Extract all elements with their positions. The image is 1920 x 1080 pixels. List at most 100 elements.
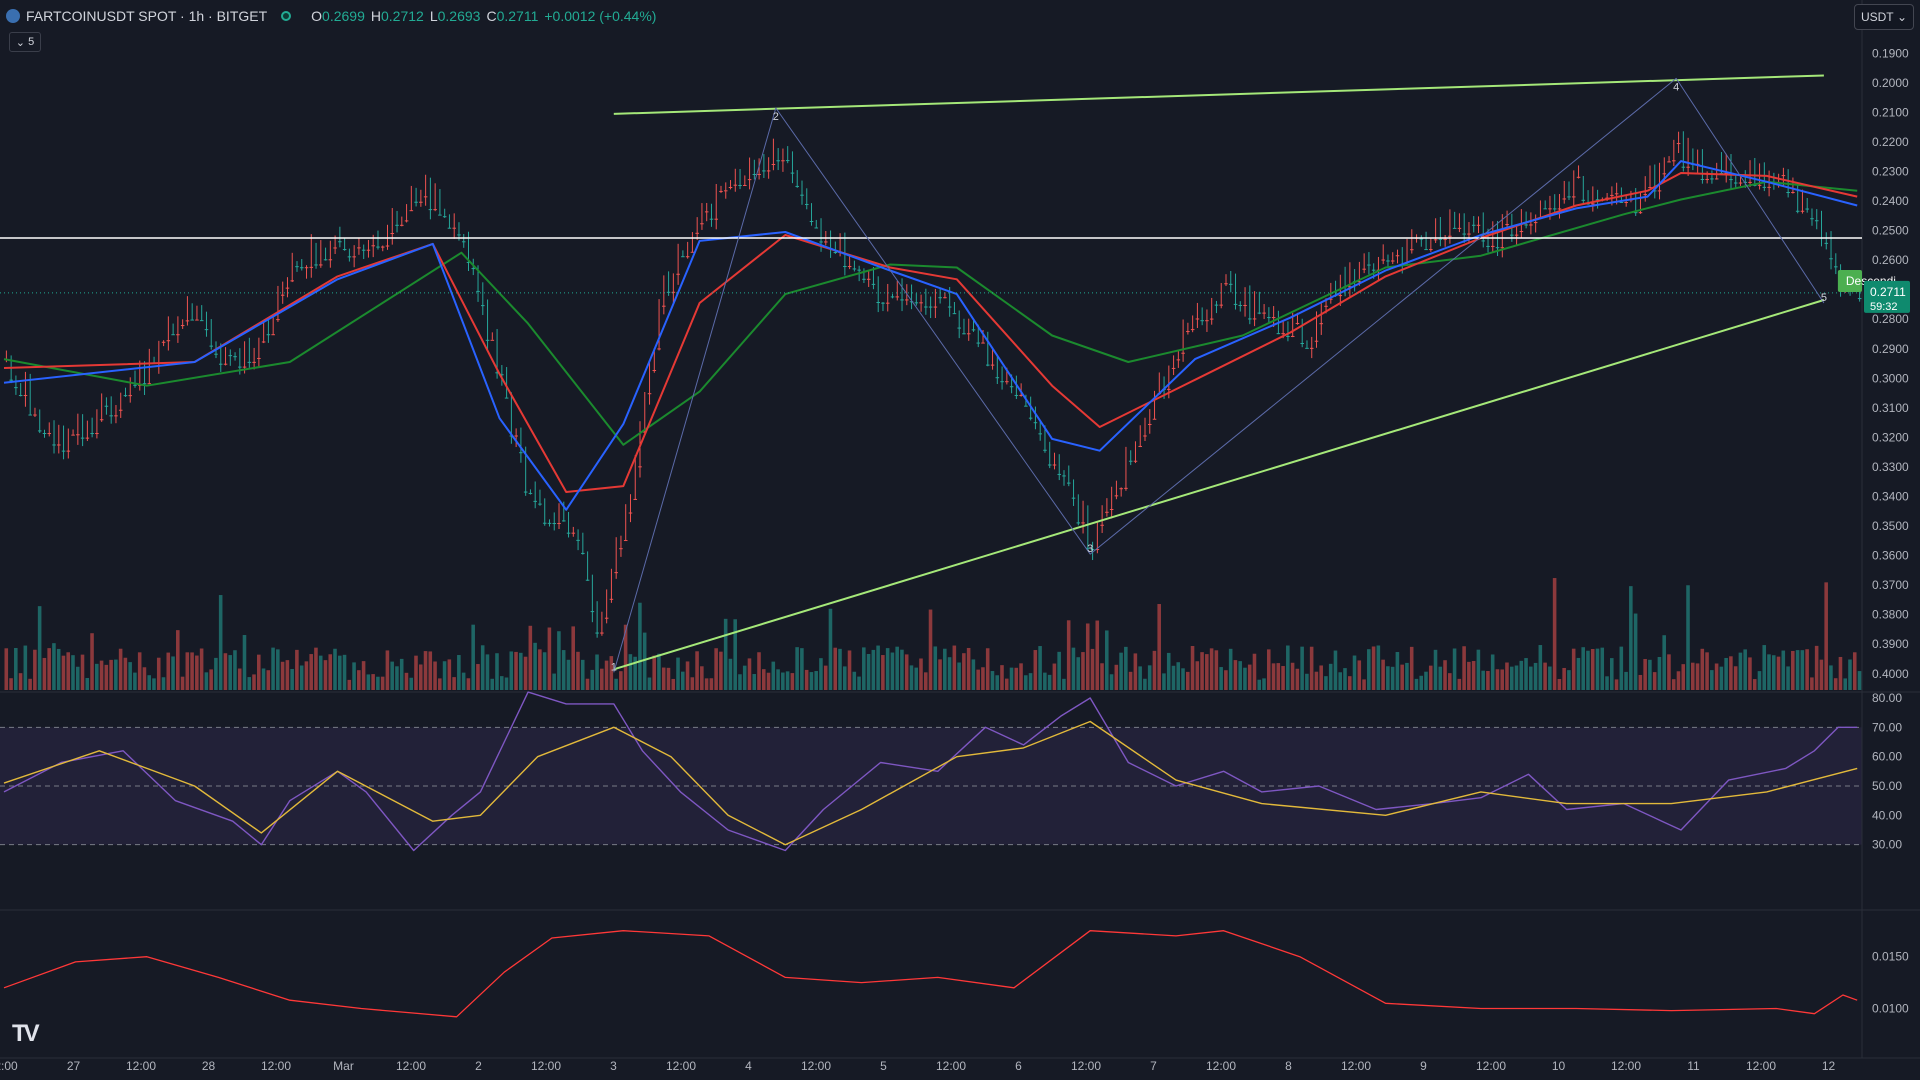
volume-bar [90, 633, 94, 690]
volume-bar [1791, 650, 1795, 690]
volume-bar [1614, 679, 1619, 690]
volume-bar [1100, 663, 1104, 690]
volume-bar [1486, 670, 1490, 690]
volume-bar [504, 677, 509, 690]
candle-body [47, 433, 52, 435]
volume-bar [885, 648, 890, 690]
volume-bar [1767, 654, 1771, 690]
volume-bar [47, 648, 51, 690]
pivot-label: 2 [773, 111, 779, 123]
volume-bar [285, 660, 290, 690]
candle-body [1710, 178, 1714, 180]
volume-bar [1524, 658, 1528, 690]
volume-bar [204, 672, 209, 690]
candle-body [1667, 161, 1671, 163]
currency-select[interactable]: USDT ⌄ [1853, 4, 1914, 30]
tradingview-logo-icon[interactable]: TV [12, 1020, 40, 1047]
price-tick: 0.4000 [1872, 667, 1909, 681]
collapse-indicators-button[interactable]: ⌄ 5 [9, 32, 41, 52]
volume-bar [1309, 646, 1314, 690]
volume-bar [37, 606, 42, 690]
symbol-label[interactable]: FARTCOINUSDT SPOT · 1h · BITGET [26, 8, 268, 24]
volume-bar [1328, 663, 1333, 690]
volume-bar [1462, 646, 1466, 690]
time-tick: 12 [1822, 1059, 1836, 1073]
candle-body [776, 160, 780, 162]
volume-bar [1771, 655, 1776, 690]
volume-bar [833, 647, 838, 690]
candle-body [1614, 193, 1619, 195]
volume-bar [1810, 677, 1814, 690]
candle-body [109, 415, 113, 417]
volume-bar [1643, 659, 1647, 690]
volume-bar [809, 672, 814, 690]
volume-bar [1552, 578, 1557, 690]
candle-body [1062, 475, 1066, 477]
candle-body [795, 185, 800, 187]
candle-body [1200, 320, 1204, 322]
candle-body [890, 296, 895, 298]
candle-body [1095, 549, 1100, 551]
volume-bar [1276, 663, 1281, 690]
time-tick: 12:00 [1476, 1059, 1506, 1073]
candle-body [1105, 511, 1109, 513]
candle-body [42, 433, 47, 435]
volume-bar [1266, 649, 1271, 690]
candle-body [500, 374, 504, 376]
volume-bar [552, 673, 556, 690]
volume-bar [1376, 645, 1381, 690]
candle-body [114, 415, 118, 417]
candle-body [85, 437, 90, 439]
candle-body [657, 348, 661, 350]
volume-bar [337, 655, 342, 690]
volume-bar [723, 618, 728, 690]
chevron-down-icon: ⌄ [1893, 10, 1907, 24]
candle-body [1424, 249, 1428, 251]
volume-bar [862, 647, 866, 690]
candle-body [604, 617, 609, 619]
candle-body [1672, 160, 1676, 162]
candle-body [37, 430, 42, 432]
candle-body [1810, 218, 1814, 220]
candle-body [523, 491, 528, 493]
volume-bar [499, 676, 504, 690]
candle-body [347, 256, 352, 258]
volume-bar [1028, 673, 1033, 690]
volume-bar [1576, 657, 1581, 690]
indicator-count: 5 [28, 36, 35, 48]
volume-bar [80, 654, 85, 690]
candle-body [133, 384, 137, 386]
candle-body [590, 611, 595, 613]
volume-bar [623, 624, 628, 690]
candle-body [847, 266, 852, 268]
candle-body [1652, 190, 1657, 192]
candle-body [1481, 240, 1486, 242]
candle-body [885, 302, 890, 304]
candle-body [733, 184, 738, 186]
volume-bar [1085, 623, 1090, 690]
candle-body [1433, 239, 1438, 241]
candle-body [1248, 318, 1252, 320]
candle-body [1176, 359, 1181, 361]
volume-bar [952, 645, 957, 690]
volume-bar [1786, 666, 1790, 690]
candle-body [709, 218, 714, 220]
candle-body [1486, 245, 1490, 247]
volume-bar [657, 653, 661, 690]
candle-body [414, 201, 418, 203]
time-tick: 27 [67, 1059, 81, 1073]
candle-body [1567, 196, 1571, 198]
volume-bar [1233, 660, 1238, 690]
candle-body [1410, 249, 1414, 251]
volume-bar [1719, 666, 1724, 690]
candle-body [562, 520, 566, 522]
volume-bar [1600, 647, 1605, 690]
volume-bar [385, 650, 390, 690]
candle-body [1395, 255, 1400, 257]
volume-bar [1586, 650, 1590, 690]
volume-bar [1405, 662, 1409, 690]
candle-body [123, 395, 128, 397]
price-tick: 0.3500 [1872, 519, 1909, 533]
candle-body [1591, 203, 1595, 205]
